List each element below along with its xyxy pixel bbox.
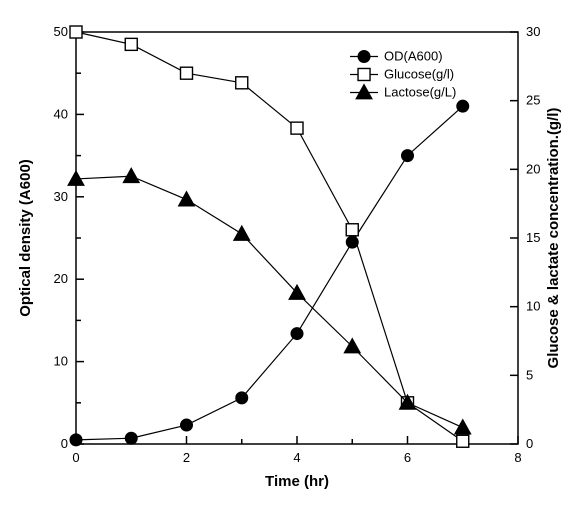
svg-text:30: 30 bbox=[54, 189, 68, 204]
legend-label-lactate: Lactose(g/L) bbox=[384, 84, 456, 99]
chart-svg: 02468Time (hr)01020304050Optical density… bbox=[0, 0, 571, 509]
y-right-axis-label: Glucose & lactate concentration.(g/l) bbox=[545, 108, 562, 369]
legend-label-od: OD(A600) bbox=[384, 48, 443, 63]
svg-text:20: 20 bbox=[526, 161, 540, 176]
svg-text:0: 0 bbox=[72, 450, 79, 465]
legend: OD(A600) Glucose(g/l) Lactose(g/L) bbox=[350, 48, 456, 99]
svg-text:4: 4 bbox=[293, 450, 300, 465]
svg-text:30: 30 bbox=[526, 24, 540, 39]
svg-text:5: 5 bbox=[526, 367, 533, 382]
y-left-axis-label: Optical density (A600) bbox=[17, 159, 34, 317]
legend-label-glucose: Glucose(g/l) bbox=[384, 66, 454, 81]
svg-text:0: 0 bbox=[526, 436, 533, 451]
svg-text:15: 15 bbox=[526, 230, 540, 245]
svg-text:2: 2 bbox=[183, 450, 190, 465]
chart-container: 02468Time (hr)01020304050Optical density… bbox=[0, 0, 571, 509]
svg-text:20: 20 bbox=[54, 271, 68, 286]
svg-text:10: 10 bbox=[526, 299, 540, 314]
svg-text:25: 25 bbox=[526, 93, 540, 108]
svg-text:0: 0 bbox=[61, 436, 68, 451]
svg-text:8: 8 bbox=[514, 450, 521, 465]
svg-text:50: 50 bbox=[54, 24, 68, 39]
svg-text:6: 6 bbox=[404, 450, 411, 465]
svg-text:10: 10 bbox=[54, 354, 68, 369]
x-axis-label: Time (hr) bbox=[265, 473, 329, 490]
svg-text:40: 40 bbox=[54, 106, 68, 121]
